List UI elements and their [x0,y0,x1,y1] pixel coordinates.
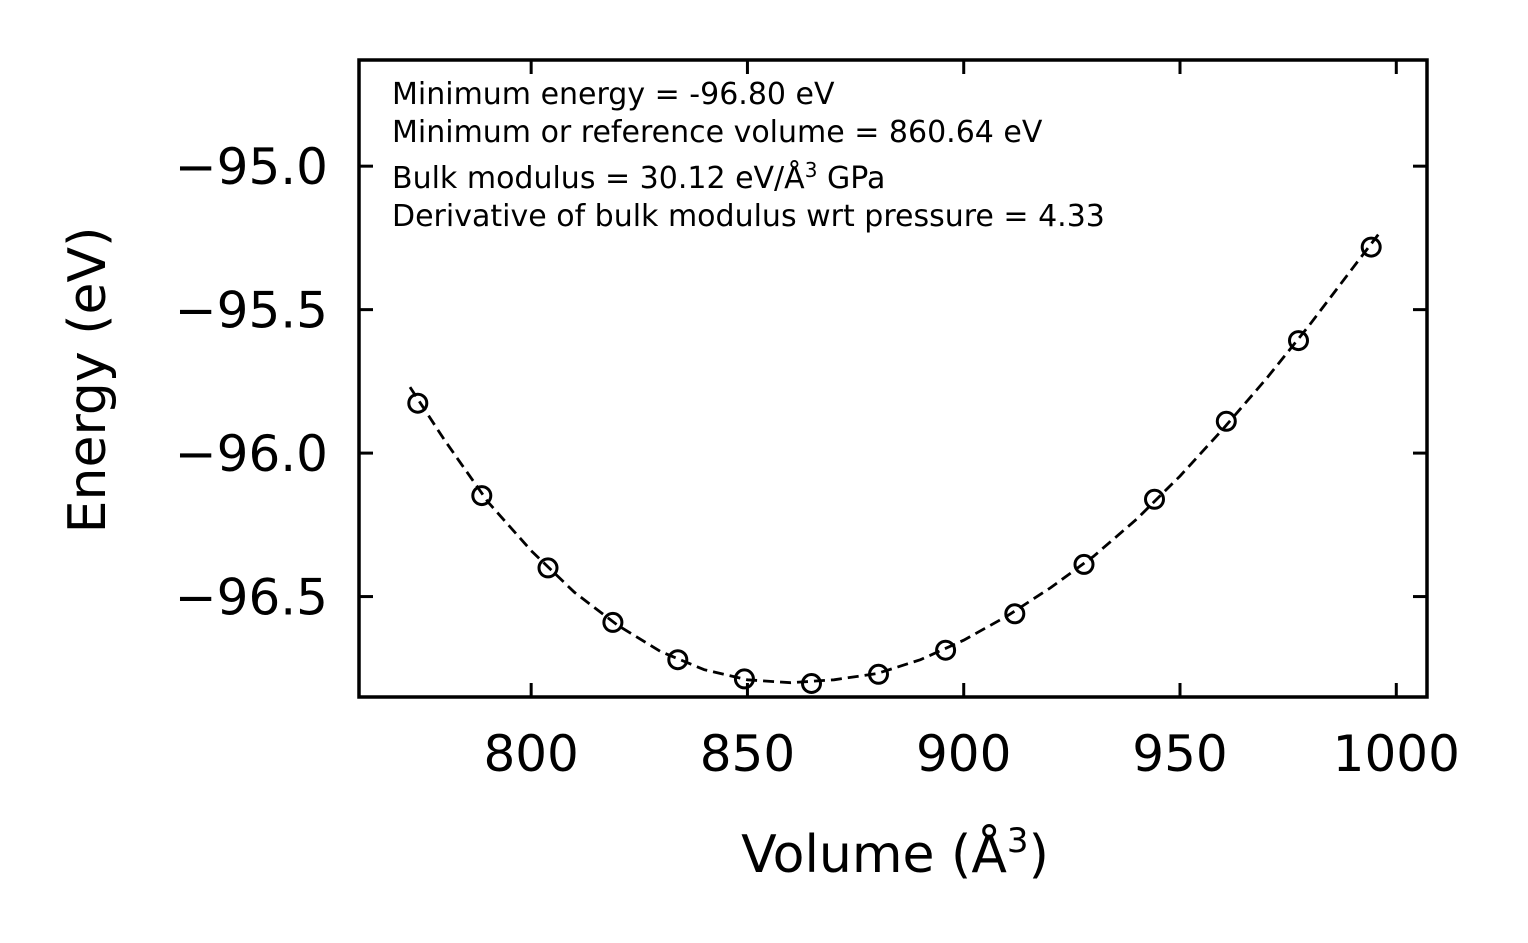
data-point [1360,236,1382,258]
x-tick-label: 1000 [1333,725,1460,783]
data-point [1288,330,1309,352]
data-point [868,663,889,685]
annotation-minimum-energy: Minimum energy = -96.80 eV [392,77,835,112]
x-tick-label: 850 [700,725,795,783]
data-point [1144,488,1165,510]
plot-frame [357,58,1429,699]
annotation-bulk-derivative: Derivative of bulk modulus wrt pressure … [392,199,1105,234]
annotation-bulk-modulus-main: Bulk modulus = 30.12 eV/Å [392,160,805,196]
ticks-layer: 800 850 900 950 1000 −95.0 −95.5 −96.0 −96.5 [175,60,1460,783]
x-tick-label: 950 [1132,725,1227,783]
x-axis-label: Volume (Å3) [741,821,1049,885]
y-tick-label: −96.5 [175,569,328,627]
y-tick-label: −95.0 [175,138,328,196]
data-point [1073,553,1095,575]
x-tick-label: 800 [483,725,578,783]
data-point [733,668,755,690]
data-point [1215,410,1237,432]
data-point [471,485,493,507]
data-point [407,392,429,414]
data-point [602,611,624,633]
y-tick-label: −96.0 [175,425,328,483]
y-tick-label: −95.5 [175,282,328,340]
data-point [935,639,957,661]
fit-curve-layer [408,232,1381,685]
data-point [537,557,559,579]
data-point [801,673,822,694]
data-point [667,649,689,671]
data-points-layer [407,236,1382,694]
annotation-bulk-modulus: Bulk modulus = 30.12 eV/Å3 GPa [392,158,885,196]
x-axis-label-main: Volume (Å [741,823,1007,885]
x-axis-label-suffix: ) [1029,825,1049,885]
annotation-bulk-modulus-suffix: GPa [817,161,885,196]
y-axis-label: Energy (eV) [58,227,118,534]
x-axis-label-sup: 3 [1007,821,1029,861]
annotation-bulk-modulus-sup: 3 [805,158,818,182]
annotation-reference-volume: Minimum or reference volume = 860.64 eV [392,115,1043,150]
x-tick-label: 900 [916,725,1011,783]
fit-line [408,232,1381,685]
data-point [1004,603,1026,625]
